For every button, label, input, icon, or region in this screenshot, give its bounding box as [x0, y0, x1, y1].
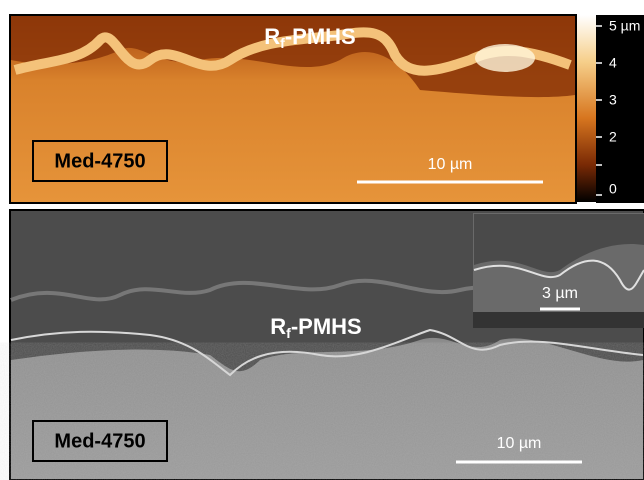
substrate-label: Med-4750: [54, 430, 145, 452]
film-label: Rf-PMHS: [264, 24, 355, 51]
colorbar: [577, 15, 596, 202]
figure: Rf-PMHS Med-4750 10 µm 5 µm 4 3 2 0 Rf-P…: [0, 0, 644, 480]
film-label: Rf-PMHS: [270, 314, 361, 341]
afm-panel: Rf-PMHS Med-4750 10 µm 5 µm 4 3 2 0: [10, 15, 644, 203]
inset: 3 µm: [473, 213, 644, 328]
scale-bar-label: 10 µm: [428, 156, 473, 173]
film-label-rest: -PMHS: [291, 314, 362, 339]
colorbar-label: 4: [609, 55, 617, 71]
sem-panel: Rf-PMHS Med-4750 10 µm 3 µm: [10, 210, 644, 480]
scale-bar-label: 10 µm: [497, 435, 542, 452]
film-label-rest: -PMHS: [285, 24, 356, 49]
bright-spot: [475, 44, 535, 72]
film-label-main: R: [270, 314, 286, 339]
colorbar-label: 3: [609, 92, 617, 108]
colorbar-label: 2: [609, 129, 617, 145]
colorbar-label: 5 µm: [609, 18, 640, 34]
inset-scale-bar-label: 3 µm: [542, 285, 578, 302]
colorbar-axis: [596, 15, 644, 203]
inset-infobar: [473, 312, 644, 328]
substrate-label: Med-4750: [54, 150, 145, 172]
colorbar-label: 0: [609, 181, 617, 197]
film-label-main: R: [264, 24, 280, 49]
